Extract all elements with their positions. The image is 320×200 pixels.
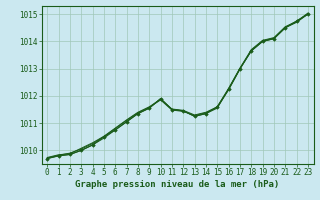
X-axis label: Graphe pression niveau de la mer (hPa): Graphe pression niveau de la mer (hPa) <box>76 180 280 189</box>
